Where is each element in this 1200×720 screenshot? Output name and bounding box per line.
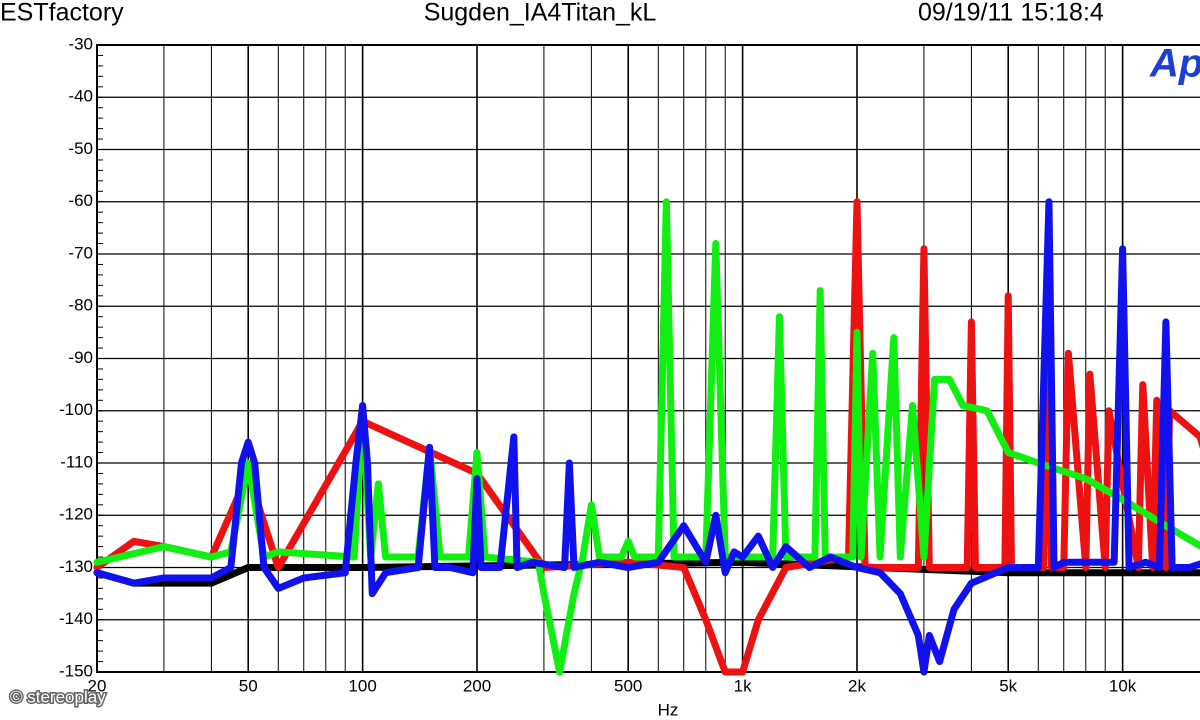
x-tick-label: 100 [348, 676, 376, 695]
y-tick-label: -80 [68, 296, 93, 315]
header-right: 09/19/11 15:18:4 [918, 0, 1104, 27]
y-tick-label: -90 [68, 348, 93, 367]
x-tick-label: 10k [1109, 676, 1137, 695]
copyright: © stereoplay [10, 687, 106, 706]
y-tick-label: -120 [59, 505, 93, 524]
logo: Ap [1149, 42, 1200, 86]
x-tick-label: 2k [848, 676, 866, 695]
x-tick-label: 20 [88, 676, 107, 695]
y-tick-label: -110 [60, 452, 93, 471]
header-left: ESTfactory [0, 0, 124, 27]
x-tick-label: 200 [463, 676, 491, 695]
y-tick-label: -60 [68, 191, 93, 210]
y-tick-label: -150 [59, 661, 93, 680]
series-line [93, 198, 1200, 676]
y-tick-label: -100 [59, 400, 93, 419]
x-tick-label: 500 [614, 676, 642, 695]
y-tick-label: -40 [68, 87, 93, 106]
series-line [93, 198, 1200, 676]
y-tick-label: -50 [68, 139, 93, 158]
y-tick-label: -130 [59, 557, 93, 576]
y-tick-label: -30 [68, 34, 93, 53]
x-tick-label: 5k [999, 676, 1017, 695]
series-line [93, 198, 1200, 676]
x-tick-label: 1k [734, 676, 752, 695]
plot [93, 44, 1200, 676]
y-tick-label: -70 [68, 243, 93, 262]
x-axis-label: Hz [658, 700, 679, 719]
x-tick-label: 50 [239, 676, 258, 695]
header-center: Sugden_IA4Titan_kL [424, 0, 657, 27]
y-tick-label: -140 [59, 609, 93, 628]
plot-border [96, 44, 1200, 673]
